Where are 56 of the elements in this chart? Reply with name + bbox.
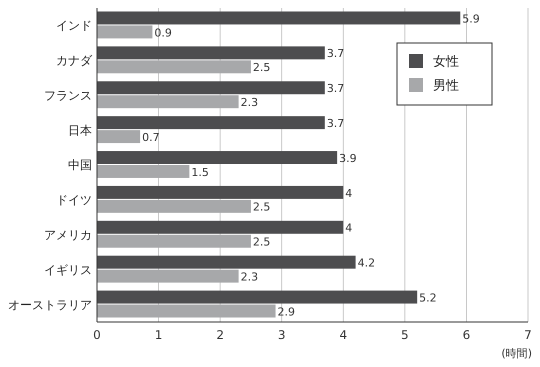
data-label: 3.7: [326, 82, 344, 96]
y-tick-label: インド: [56, 18, 92, 33]
data-label: 2.5: [252, 236, 270, 249]
data-label: 4: [345, 186, 352, 200]
y-tick-label: 中国: [68, 158, 92, 172]
bar: [97, 290, 418, 304]
data-label: 3.7: [326, 116, 344, 130]
bar: [97, 60, 251, 74]
bar: [97, 304, 276, 318]
data-label: 2.5: [252, 200, 270, 214]
data-label: 2.3: [240, 270, 258, 284]
x-tick-label: 4: [339, 328, 348, 342]
x-tick-label: 5: [401, 328, 409, 342]
bar: [97, 11, 460, 24]
bar: [97, 234, 251, 248]
data-label: 5.9: [462, 12, 480, 26]
data-label: 3.7: [326, 47, 344, 60]
bar: [97, 165, 190, 178]
y-tick-label: カナダ: [56, 54, 93, 68]
bar: [97, 220, 344, 234]
bar: [97, 200, 251, 213]
legend-label: 女性: [433, 54, 459, 70]
data-label: 2.3: [240, 96, 258, 110]
bar: [97, 81, 325, 94]
y-tick-label: イギリス: [44, 262, 92, 277]
x-tick-label: 1: [154, 328, 162, 342]
bar: [97, 46, 325, 60]
y-tick-label: ドイツ: [56, 193, 92, 208]
y-tick-label: オーストラリア: [8, 298, 92, 312]
bar: [97, 151, 338, 164]
x-tick-label: 6: [462, 328, 470, 342]
bar: [97, 270, 239, 283]
bar: [97, 95, 239, 108]
bar: [97, 25, 152, 38]
legend-label: 男性: [433, 78, 459, 94]
x-axis-title: (時間): [501, 347, 532, 360]
x-tick-label: 7: [524, 328, 532, 342]
data-label: 1.5: [191, 166, 209, 179]
bar: [97, 130, 140, 144]
y-tick-label: フランス: [44, 88, 92, 102]
bar: [97, 186, 344, 199]
x-tick-label: 2: [216, 328, 224, 342]
data-label: 0.7: [142, 130, 160, 144]
data-label: 4.2: [358, 256, 376, 270]
data-label: 4: [345, 222, 352, 235]
data-label: 3.9: [339, 152, 357, 165]
bar: [97, 256, 356, 269]
y-tick-label: 日本: [68, 123, 92, 138]
data-label: 0.9: [154, 26, 172, 40]
data-label: 2.9: [278, 305, 296, 318]
data-label: 5.2: [419, 291, 437, 304]
x-tick-label: 3: [278, 328, 286, 342]
y-tick-label: アメリカ: [44, 228, 92, 242]
x-tick-label: 0: [93, 328, 101, 342]
data-label: 2.5: [252, 61, 270, 74]
bar: [97, 116, 325, 130]
